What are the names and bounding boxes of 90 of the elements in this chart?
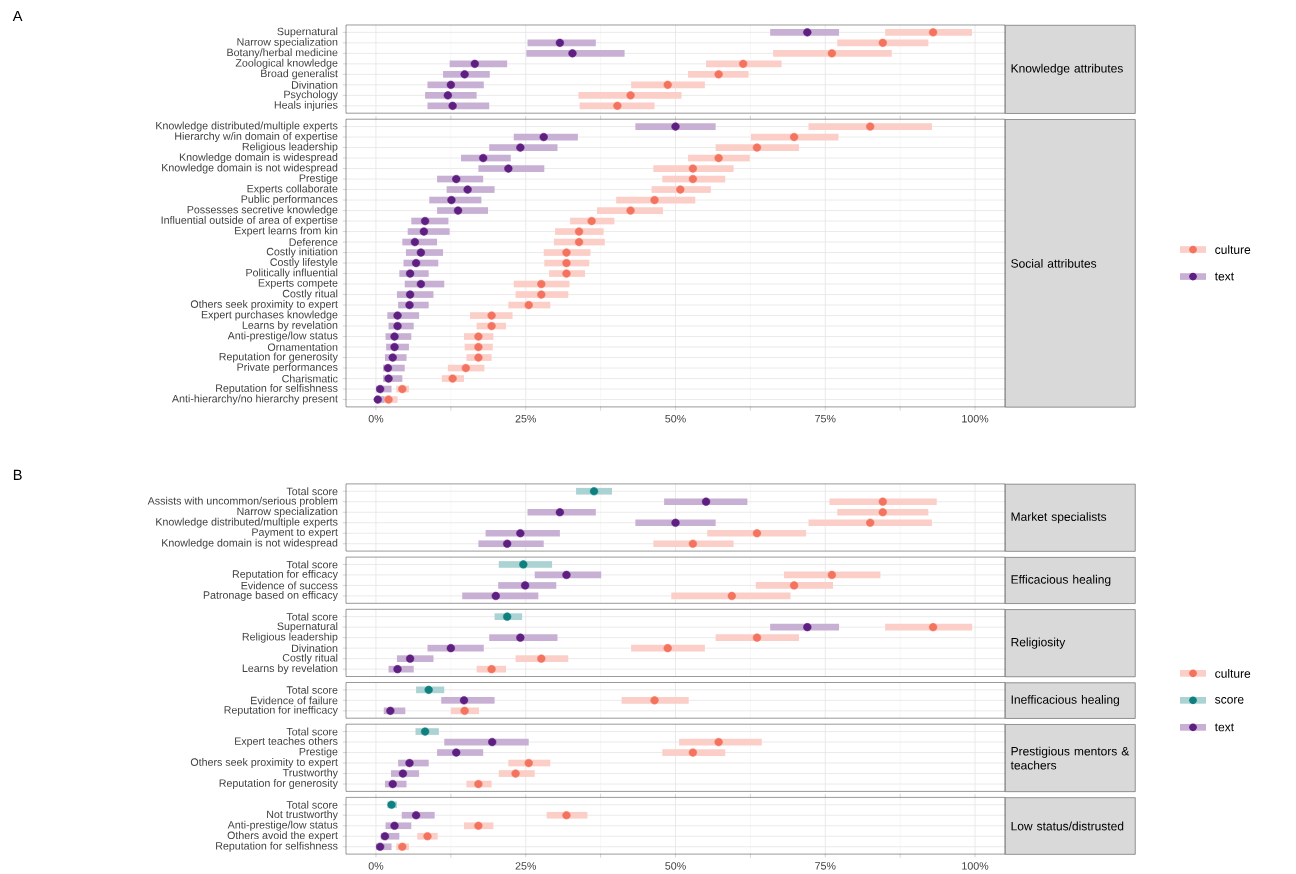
y-tick-label: Assists with uncommon/serious problem: [147, 496, 338, 507]
y-tick-label: Patronage based on efficacy: [203, 590, 338, 601]
y-tick-label: Learns by revelation: [242, 664, 338, 675]
y-tick-label: Knowledge domain is widespread: [179, 153, 338, 164]
y-tick-label: Anti-hierarchy/no hierarchy present: [171, 394, 338, 405]
y-tick-label: Knowledge domain is not widespread: [162, 163, 338, 174]
y-tick-label: Costly initiation: [266, 247, 338, 258]
y-tick-label: Botany/herbal medicine: [227, 48, 338, 59]
y-tick-label: Trustworthy: [282, 768, 338, 779]
y-tick-label: Reputation for selfishness: [216, 841, 338, 852]
y-tick-label: Costly lifestyle: [270, 258, 338, 269]
y-tick-label: Politically influential: [246, 268, 338, 279]
y-tick-label: Knowledge distributed/multiple experts: [156, 121, 338, 132]
y-tick-label: Charismatic: [282, 374, 338, 383]
x-tick-label: 75%: [815, 414, 836, 423]
y-tick-label: Not trustworthy: [267, 810, 338, 821]
y-tick-label: Others seek proximity to expert: [190, 300, 338, 311]
legend-label: culture: [1215, 245, 1251, 254]
x-tick-label: 0%: [368, 862, 384, 870]
y2-axis-title: Religiosity: [1011, 637, 1066, 649]
y2-axis-title: Social attributes: [1011, 258, 1097, 268]
y-tick-label: Total score: [286, 487, 338, 496]
legend-label: text: [1214, 272, 1234, 281]
x-tick-label: 100%: [962, 414, 989, 423]
y-tick-label: Expert learns from kin: [235, 226, 338, 237]
y-tick-label: Total score: [286, 685, 338, 694]
y-tick-label: Deference: [289, 238, 338, 246]
y-tick-label: Divination: [292, 644, 338, 653]
y-tick-label: Public performances: [241, 195, 338, 206]
y-tick-label: Expert teaches others: [235, 737, 338, 748]
y2-axis-title: Prestigious mentors & teachers: [1010, 746, 1130, 770]
legend-label: text: [1214, 723, 1234, 732]
y-tick-label: Ornamentation: [267, 343, 338, 351]
legend-label: score: [1215, 697, 1244, 704]
y-tick-label: Possesses secretive knowledge: [187, 205, 338, 216]
y-tick-label: Reputation for inefficacy: [224, 705, 338, 716]
y-tick-label: Religious leadership: [242, 142, 338, 153]
x-tick-label: 25%: [515, 862, 537, 870]
y-tick-label: Payment to expert: [252, 528, 338, 539]
y2-axis-title: Low status/distrusted: [1011, 821, 1124, 831]
y-tick-label: Expert purchases knowledge: [201, 310, 338, 321]
y-tick-label: Experts compete: [258, 279, 338, 289]
x-tick-label: 100%: [962, 862, 989, 870]
y-tick-label: Anti-prestige/low status: [227, 820, 338, 831]
y-tick-label: Anti-prestige/low status: [227, 331, 338, 342]
y-tick-label: Costly ritual: [282, 289, 338, 300]
y-tick-label: Total score: [286, 800, 338, 809]
x-tick-label: 75%: [815, 862, 836, 870]
y-tick-label: Prestige: [299, 747, 338, 758]
y-tick-label: Zoological knowledge: [235, 58, 338, 69]
x-tick-label: 50%: [665, 414, 686, 423]
y-tick-label: Religious leadership: [242, 632, 338, 643]
y-tick-label: Others seek proximity to expert: [190, 758, 338, 769]
y-tick-label: Evidence of failure: [251, 696, 338, 705]
y-tick-label: Divination: [292, 80, 338, 89]
y-tick-label: Reputation for efficacy: [232, 569, 338, 580]
y-tick-label: Broad generalist: [261, 69, 338, 80]
y-tick-label: Reputation for generosity: [219, 779, 338, 790]
y-tick-label: Learns by revelation: [242, 321, 338, 332]
y-tick-label: Supernatural: [277, 27, 338, 38]
y-tick-label: Narrow specialization: [237, 37, 338, 48]
y-tick-label: Reputation for selfishness: [216, 384, 338, 395]
y2-axis-title: Efficacious healing: [1011, 574, 1111, 587]
y2-axis-title: Knowledge attributes: [1011, 63, 1123, 75]
y-tick-label: Others avoid the expert: [227, 831, 338, 842]
y2-axis-title: Inefficacious healing: [1011, 695, 1119, 707]
y-tick-label: Hierarchy w/in domain of expertise: [175, 132, 338, 143]
y-tick-label: Experts collaborate: [247, 184, 338, 195]
x-tick-label: 50%: [665, 862, 686, 870]
x-tick-label: 0%: [368, 414, 384, 423]
y-tick-label: Knowledge domain is not widespread: [162, 538, 338, 549]
y2-axis-title: Market specialists: [1011, 512, 1107, 524]
y-tick-label: Total score: [286, 727, 338, 736]
y-tick-label: Private performances: [237, 363, 338, 374]
y-tick-label: Total score: [286, 560, 338, 569]
y-tick-label: Evidence of success: [241, 581, 338, 590]
y-tick-label: Heals injuries: [274, 100, 338, 111]
text: B: [13, 469, 22, 480]
y-tick-label: Knowledge distributed/multiple experts: [156, 517, 338, 528]
y-tick-label: Psychology: [284, 90, 338, 101]
y-tick-label: Influential outside of area of expertise: [161, 216, 338, 227]
y-tick-label: Supernatural: [277, 622, 338, 633]
y-tick-label: Narrow specialization: [237, 507, 338, 518]
text: A: [12, 10, 23, 22]
y-tick-label: Total score: [286, 612, 338, 621]
y-tick-label: Costly ritual: [282, 653, 338, 664]
y-tick-label: Prestige: [299, 174, 338, 185]
legend-label: culture: [1215, 668, 1251, 678]
x-tick-label: 25%: [515, 414, 537, 423]
y-tick-label: Reputation for generosity: [219, 352, 338, 363]
